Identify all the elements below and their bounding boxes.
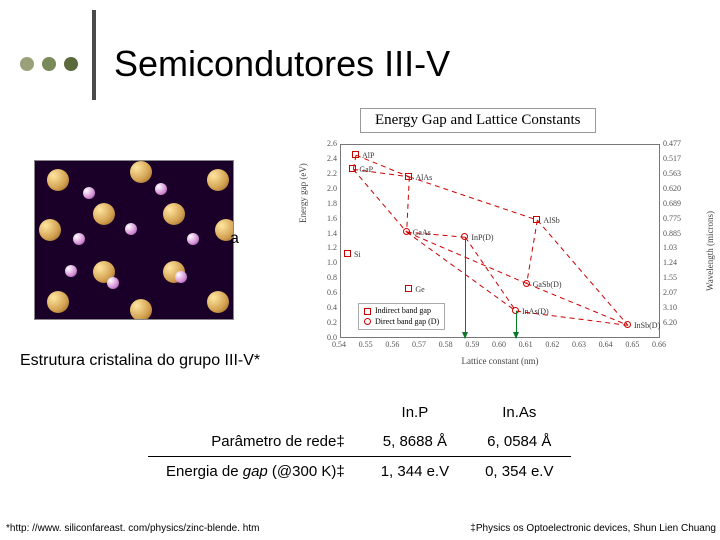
chart-y-axis-right-label: Wavelength (microns) xyxy=(705,211,715,291)
footnote-right: ‡Physics os Optoelectronic devices, Shun… xyxy=(470,523,716,534)
chart-point-label: InP(D) xyxy=(471,233,493,242)
table-cell: 6, 0584 Å xyxy=(467,427,571,457)
chart-point xyxy=(405,285,412,292)
title-row: Semicondutores III-V xyxy=(20,28,450,100)
table-cell: 0, 354 e.V xyxy=(467,457,571,487)
bullet-dot xyxy=(42,57,56,71)
chart-guide-arrow xyxy=(516,311,517,338)
chart-point xyxy=(344,250,351,257)
chart-point xyxy=(523,280,530,287)
chart-point-label: AlAs xyxy=(415,173,432,182)
table-col-header: In.P xyxy=(363,398,467,427)
chart-y-axis-left-label: Energy gap (eV) xyxy=(298,163,308,223)
chart-point-label: AlP xyxy=(362,151,374,160)
title-divider xyxy=(92,10,96,100)
table-row-label: Energia de gap (@300 K)‡ xyxy=(148,457,363,487)
chart-point-label: GaSb(D) xyxy=(533,280,562,289)
bullet-dot xyxy=(20,57,34,71)
chart-point xyxy=(349,165,356,172)
chart-point-label: InSb(D) xyxy=(634,321,660,330)
chart-point-label: GaAs xyxy=(413,228,431,237)
lattice-param-label: a xyxy=(230,230,239,248)
table-col-header: In.As xyxy=(467,398,571,427)
chart-guide-arrow xyxy=(465,237,466,338)
table-row-label: Parâmetro de rede‡ xyxy=(148,427,363,457)
footnote-left: *http: //www. siliconfareast. com/physic… xyxy=(6,523,259,534)
chart-point xyxy=(352,151,359,158)
energy-gap-chart: Energy gap (eV) Wavelength (microns) Lat… xyxy=(300,136,700,366)
crystal-caption: Estrutura cristalina do grupo III-V* xyxy=(20,352,260,370)
table-cell: 5, 8688 Å xyxy=(363,427,467,457)
properties-table: In.P In.As Parâmetro de rede‡ 5, 8688 Å … xyxy=(148,398,571,486)
chart-point-label: AlSb xyxy=(543,216,559,225)
table-cell: 1, 344 e.V xyxy=(363,457,467,487)
chart-x-axis-label: Lattice constant (nm) xyxy=(300,356,700,366)
chart-title: Energy Gap and Lattice Constants xyxy=(360,108,596,133)
crystal-structure-diagram xyxy=(34,160,234,320)
chart-point xyxy=(405,173,412,180)
title-bullets xyxy=(20,57,78,71)
bullet-dot xyxy=(64,57,78,71)
chart-point-label: GaP xyxy=(359,165,373,174)
chart-legend: Indirect band gapDirect band gap (D) xyxy=(358,303,445,330)
chart-point-label: InAs(D) xyxy=(522,307,549,316)
chart-point xyxy=(533,216,540,223)
chart-point-label: Ge xyxy=(415,285,424,294)
chart-point xyxy=(403,228,410,235)
chart-point-label: Si xyxy=(354,250,361,259)
slide-title: Semicondutores III-V xyxy=(114,43,450,85)
